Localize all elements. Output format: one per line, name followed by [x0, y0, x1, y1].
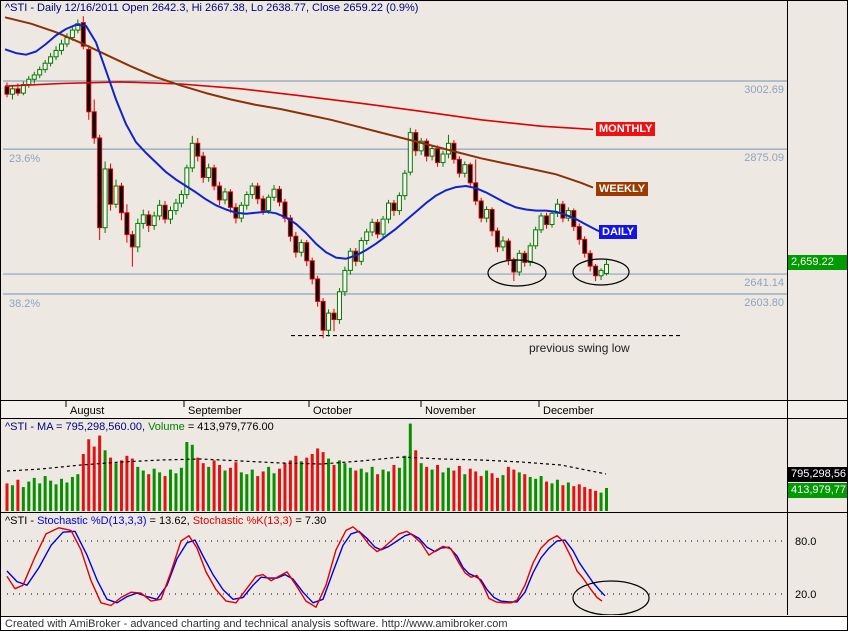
fib-pct-label: 38.2%	[9, 298, 40, 310]
month-label: December	[543, 405, 594, 417]
fib-level-label: 2603.80	[744, 297, 784, 309]
ma-line-weekly	[4, 16, 594, 189]
volume-ma-badge: 795,298,56	[788, 467, 847, 482]
volume-value-badge: 413,979,77	[788, 483, 847, 498]
swing-low-label: previous swing low	[529, 341, 630, 355]
ma-line-daily	[4, 23, 607, 260]
monthly-ma-tag: MONTHLY	[596, 122, 656, 136]
price-panel-title: ^STI - Daily 12/16/2011 Open 2642.3, Hi …	[5, 2, 419, 14]
volume-panel-title: ^STI - MA = 795,298,560.00, Volume = 413…	[5, 421, 274, 433]
title-part: Stochastic %D(13,3,3)	[37, 515, 147, 527]
stoch-highlight-ellipse	[572, 580, 650, 615]
chart-canvas: 3002.69 2875.09 23.6% 2641.14 2603.80 38.2% pr…	[1, 1, 847, 615]
date-axis-strip	[2, 401, 847, 418]
weekly-ma-tag: WEEKLY	[596, 182, 649, 196]
fib-level-label: 2641.14	[744, 277, 784, 289]
stochastic-panel-title: ^STI - Stochastic %D(13,3,3) = 13.62, St…	[5, 515, 326, 527]
title-part: Volume	[148, 421, 185, 433]
month-label: August	[70, 405, 104, 417]
title-part: ^STI - MA = 795,298,560.00,	[5, 421, 149, 433]
stoch-grid-label: 20.0	[795, 589, 816, 601]
month-label: September	[188, 405, 242, 417]
status-bar: Created with AmiBroker - advanced charti…	[1, 616, 847, 630]
last-price-badge: 2,659.22	[788, 255, 847, 270]
fib-pct-label: 23.6%	[9, 153, 40, 165]
title-part: ^STI -	[5, 515, 38, 527]
title-part: = 413,979,776.00	[184, 421, 274, 433]
title-part: = 7.30	[292, 515, 327, 527]
ma-line-monthly	[4, 81, 594, 131]
volume-ma-line	[6, 456, 607, 475]
highlight-ellipse	[487, 259, 547, 287]
month-label: October	[313, 405, 352, 417]
highlight-ellipse	[572, 258, 630, 286]
title-part: Stochastic %K(13,3)	[192, 515, 293, 527]
candles-group	[4, 16, 609, 339]
stoch-line-d	[6, 530, 606, 604]
title-part: = 13.62,	[146, 515, 193, 527]
stoch-line-k	[6, 526, 603, 608]
fib-level-label: 3002.69	[744, 84, 784, 96]
fib-level-label: 2875.09	[744, 152, 784, 164]
stoch-grid-label: 80.0	[795, 536, 816, 548]
month-label: November	[425, 405, 476, 417]
volume-bars-group	[5, 423, 608, 511]
daily-ma-tag: DAILY	[599, 225, 637, 239]
